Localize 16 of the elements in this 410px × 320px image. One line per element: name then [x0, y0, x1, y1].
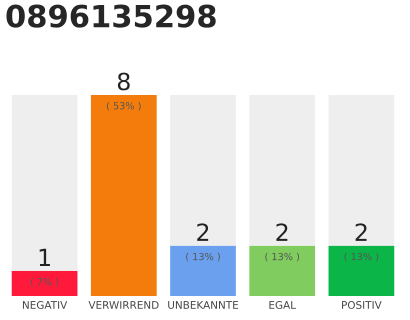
x-tick-label: EGAL [269, 301, 296, 309]
data-label: 2 [356, 223, 367, 241]
data-label: 8 [118, 72, 130, 90]
chart-title: 0896135298 [6, 4, 216, 28]
x-tick-label: NEGATIV [22, 301, 68, 309]
data-label: 1 [40, 248, 50, 266]
x-tick-label: VERWIRREND [88, 301, 159, 309]
annotation: ( 13% ) [186, 252, 220, 262]
data-label: 2 [197, 223, 208, 241]
annotation: ( 53% ) [106, 102, 141, 111]
annotation: ( 13% ) [265, 252, 300, 262]
x-tick-label: UNBEKANNTE [168, 301, 238, 309]
x-tick-label: POSITIV [342, 301, 382, 309]
annotation: ( 7% ) [30, 278, 58, 286]
annotation: ( 13% ) [344, 252, 378, 262]
data-label: 2 [276, 223, 288, 241]
